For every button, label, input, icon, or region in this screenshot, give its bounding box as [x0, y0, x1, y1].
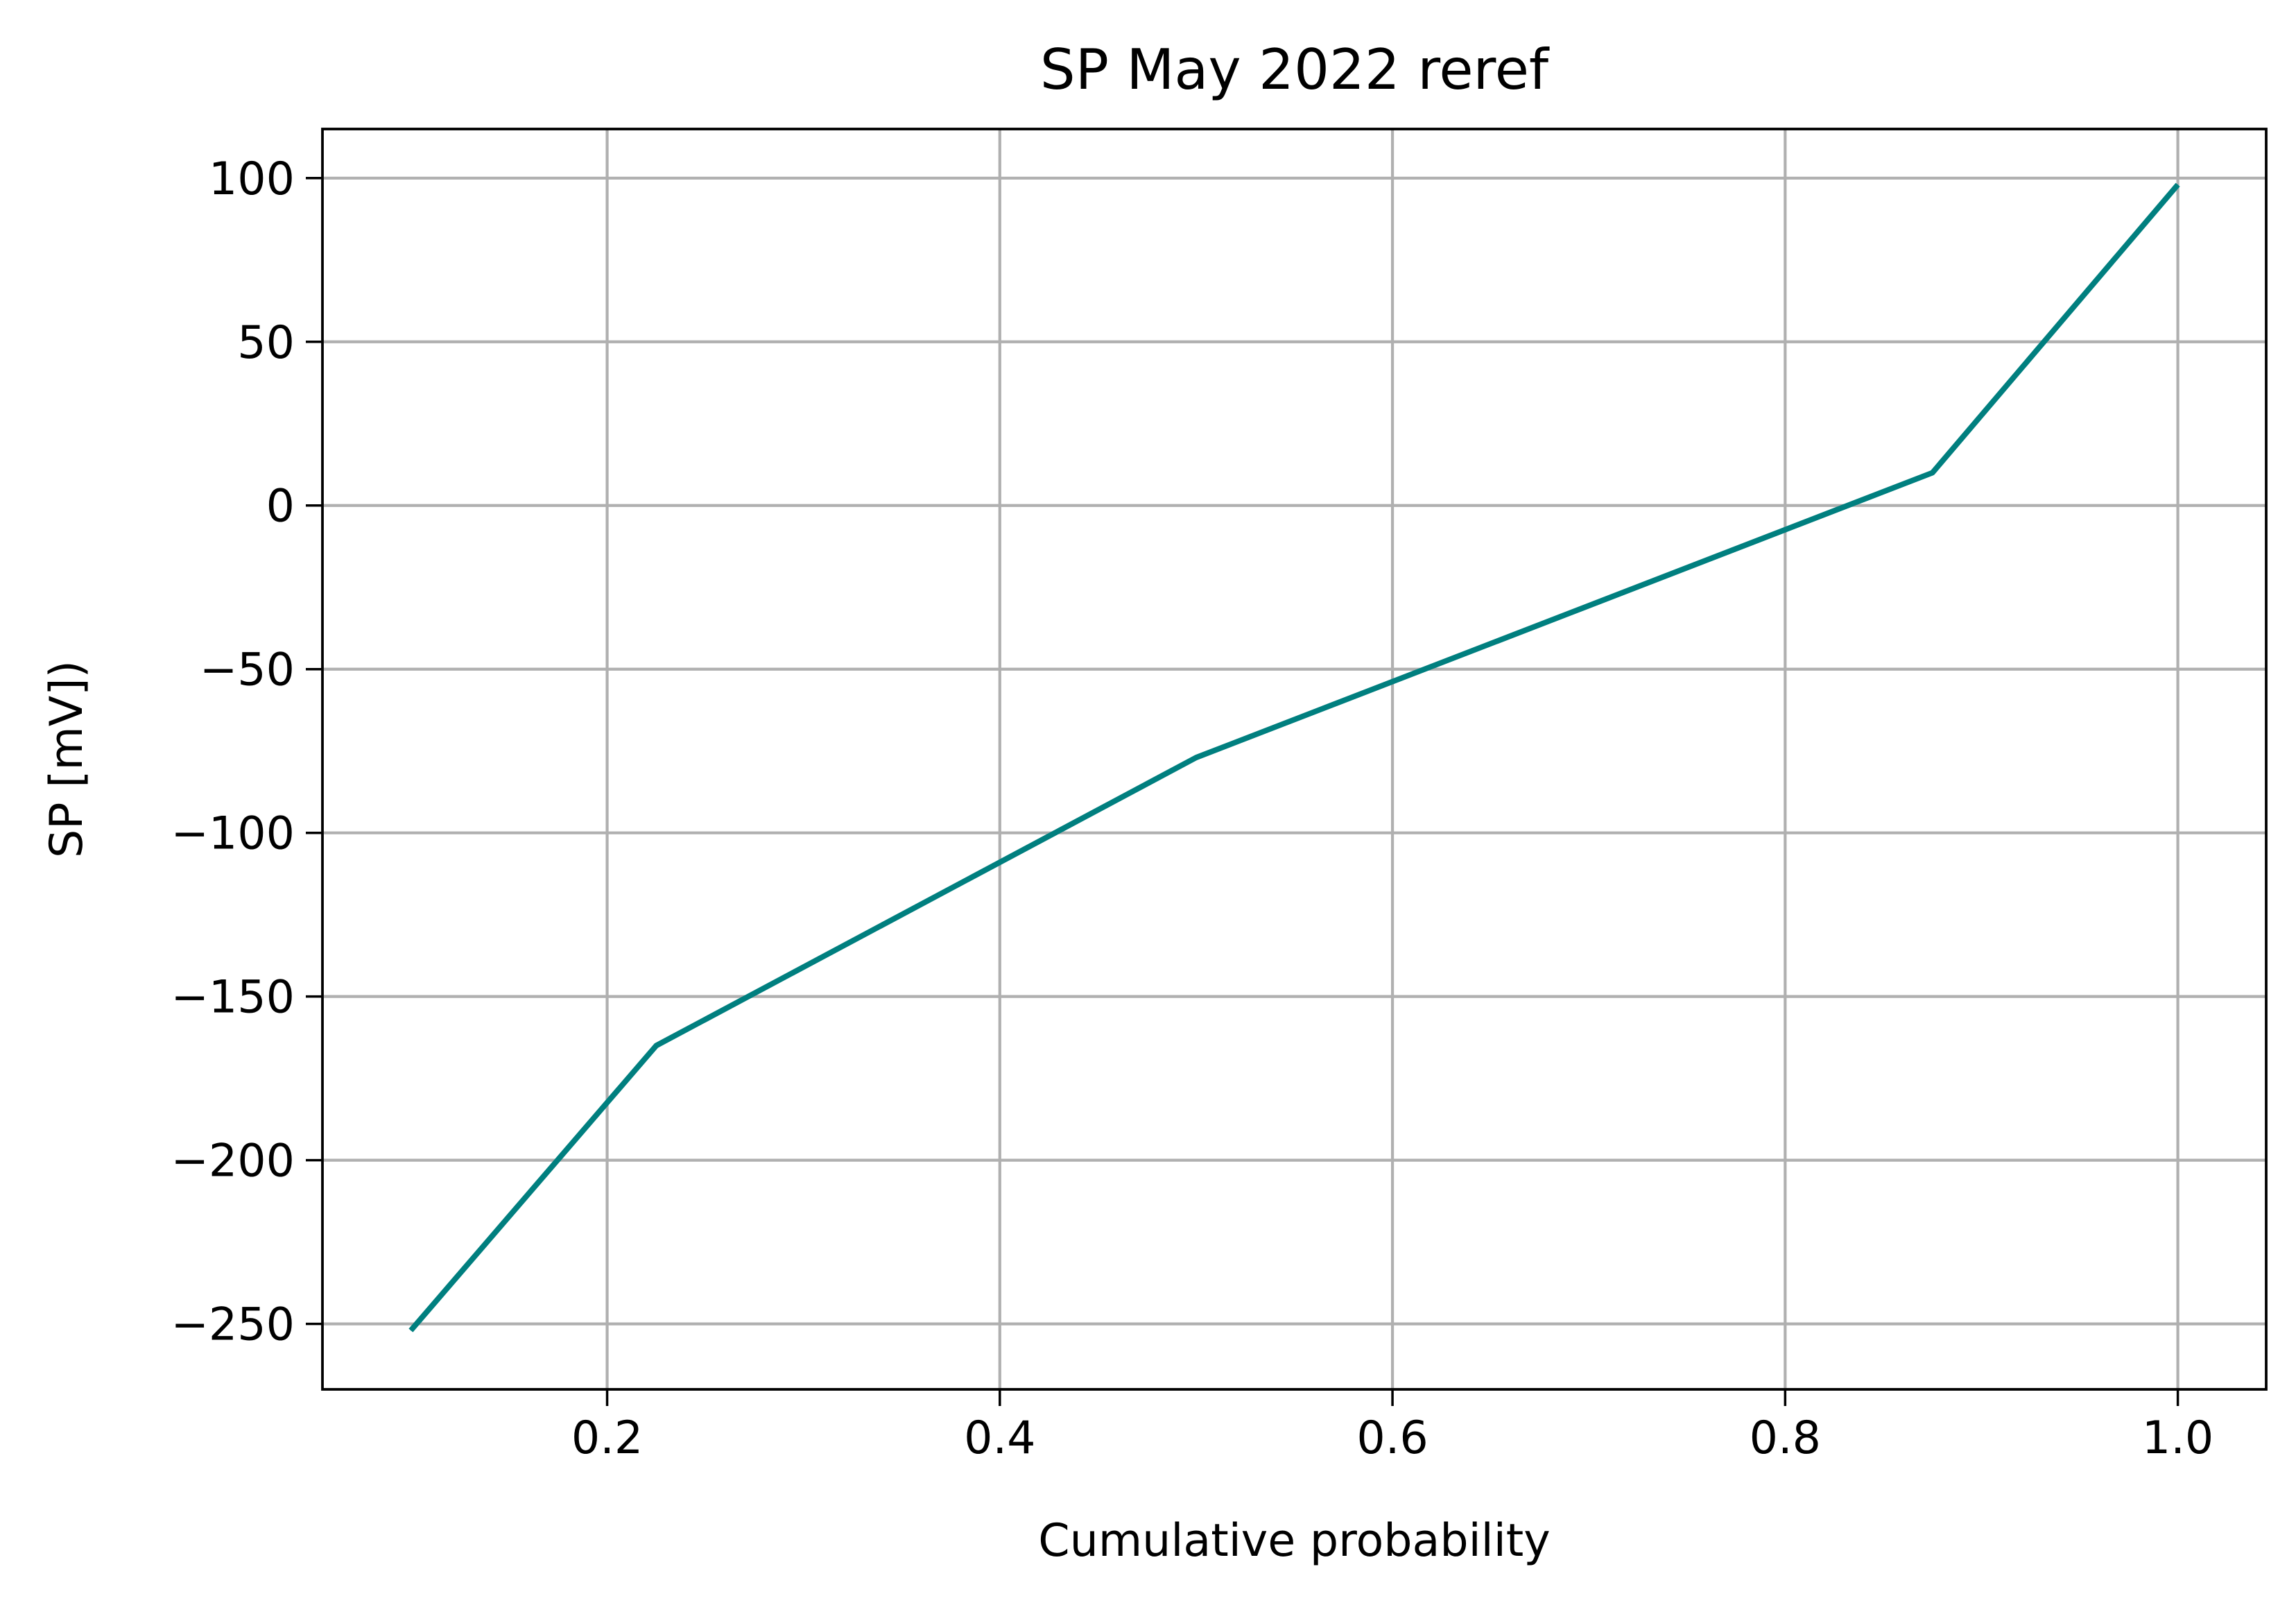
grid-lines [322, 129, 2266, 1389]
x-tick-label: 0.6 [1356, 1412, 1428, 1464]
y-tick-label: −250 [171, 1299, 295, 1351]
y-tick-label: −100 [171, 808, 295, 860]
x-tick-label: 0.4 [964, 1412, 1035, 1464]
x-axis-label: Cumulative probability [1038, 1515, 1550, 1567]
y-tick-label: −150 [171, 972, 295, 1024]
y-tick-label: −200 [171, 1135, 295, 1188]
y-tick-label: 0 [266, 481, 295, 533]
y-tick-label: 100 [209, 153, 295, 205]
series-layer [408, 182, 2180, 1332]
x-tick-label: 0.2 [571, 1412, 643, 1464]
y-tick-label: 50 [237, 317, 295, 369]
x-tick-label: 0.8 [1750, 1412, 1821, 1464]
series-point [1932, 472, 1933, 474]
chart-title: SP May 2022 reref [1040, 37, 1550, 102]
plot-area-frame [321, 128, 2268, 1391]
axis-ticks: 0.2 0.4 0.6 0.8 1.0 100 50 0 −50 −100 −150 −200 −250 [171, 153, 2213, 1464]
x-tick-label: 1.0 [2142, 1412, 2213, 1464]
y-tick-label: −50 [200, 644, 295, 696]
series-point [655, 1045, 657, 1046]
y-axis-label: SP [mV]) [41, 660, 93, 858]
